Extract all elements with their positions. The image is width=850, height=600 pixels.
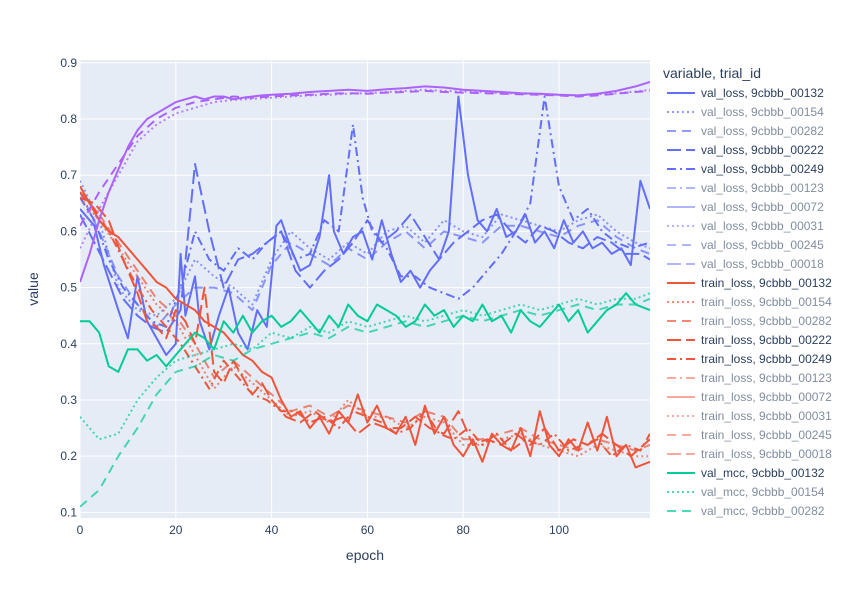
legend-label: val_loss, 9cbbb_00123 xyxy=(701,181,824,195)
y-tick-label: 0.9 xyxy=(60,56,77,70)
series-layer xyxy=(80,80,650,508)
x-axis-ticks: 0 20 40 60 80 100 xyxy=(77,523,570,537)
y-tick-label: 0.6 xyxy=(60,224,77,238)
y-tick-label: 0.5 xyxy=(60,281,77,295)
y-tick-label: 0.8 xyxy=(60,112,77,126)
legend-item[interactable]: val_mcc, 9cbbb_00132 xyxy=(667,466,825,480)
legend-label: train_loss, 9cbbb_00031 xyxy=(701,409,832,423)
legend-item[interactable]: val_mcc, 9cbbb_00282 xyxy=(667,504,825,518)
series-line-val-loss-9cbbb-00249 xyxy=(80,95,650,328)
legend-item[interactable]: val_loss, 9cbbb_00245 xyxy=(667,238,824,252)
legend-item[interactable]: train_loss, 9cbbb_00245 xyxy=(667,428,832,442)
legend-item[interactable]: train_loss, 9cbbb_00154 xyxy=(667,295,832,309)
series-line-train-loss-9cbbb-00282 xyxy=(80,191,650,452)
legend-item[interactable]: val_loss, 9cbbb_00154 xyxy=(667,105,824,119)
legend-label: val_loss, 9cbbb_00249 xyxy=(701,162,824,176)
series-line-val-loss-9cbbb-00222 xyxy=(80,163,650,334)
legend-label: val_loss, 9cbbb_00132 xyxy=(701,86,824,100)
series-line-val-acc-extra-a xyxy=(80,80,650,283)
x-tick-label: 40 xyxy=(265,523,279,537)
legend-item[interactable]: train_loss, 9cbbb_00123 xyxy=(667,371,832,385)
series-line-train-loss-9cbbb-00132 xyxy=(80,185,650,469)
series-line-val-loss-9cbbb-00154 xyxy=(80,180,650,317)
legend-item[interactable]: train_loss, 9cbbb_00072 xyxy=(667,390,832,404)
legend-item[interactable]: val_loss, 9cbbb_00132 xyxy=(667,86,824,100)
legend-label: train_loss, 9cbbb_00123 xyxy=(701,371,832,385)
x-tick-label: 20 xyxy=(169,523,183,537)
y-tick-label: 0.7 xyxy=(60,168,77,182)
legend-label: val_mcc, 9cbbb_00132 xyxy=(701,466,825,480)
legend-label: train_loss, 9cbbb_00245 xyxy=(701,428,832,442)
legend: variable, trial_id val_loss, 9cbbb_00132… xyxy=(663,65,832,518)
legend-item[interactable]: train_loss, 9cbbb_00222 xyxy=(667,333,832,347)
legend-label: train_loss, 9cbbb_00018 xyxy=(701,447,832,461)
legend-label: val_mcc, 9cbbb_00282 xyxy=(701,504,825,518)
y-tick-label: 0.3 xyxy=(60,393,77,407)
legend-item[interactable]: val_loss, 9cbbb_00018 xyxy=(667,257,824,271)
legend-item[interactable]: val_loss, 9cbbb_00249 xyxy=(667,162,824,176)
legend-label: val_loss, 9cbbb_00245 xyxy=(701,238,824,252)
legend-label: val_loss, 9cbbb_00072 xyxy=(701,200,824,214)
series-line-train-loss-9cbbb-00249 xyxy=(80,191,650,458)
y-axis-ticks: 0.1 0.2 0.3 0.4 0.5 0.6 0.7 0.8 0.9 xyxy=(60,56,77,520)
legend-label: val_loss, 9cbbb_00222 xyxy=(701,143,824,157)
legend-items: val_loss, 9cbbb_00132 val_loss, 9cbbb_001… xyxy=(667,86,832,518)
legend-item[interactable]: val_loss, 9cbbb_00282 xyxy=(667,124,824,138)
legend-item[interactable]: val_loss, 9cbbb_00222 xyxy=(667,143,824,157)
x-tick-label: 100 xyxy=(549,523,569,537)
series-line-val-mcc-9cbbb-00282 xyxy=(80,297,650,508)
legend-label: train_loss, 9cbbb_00282 xyxy=(701,314,832,328)
legend-item[interactable]: val_loss, 9cbbb_00031 xyxy=(667,219,824,233)
x-axis-title: epoch xyxy=(346,547,384,563)
legend-item[interactable]: train_loss, 9cbbb_00249 xyxy=(667,352,832,366)
y-tick-label: 0.4 xyxy=(60,337,77,351)
legend-item[interactable]: val_loss, 9cbbb_00072 xyxy=(667,200,824,214)
series-line-train-loss-9cbbb-00222 xyxy=(80,196,650,458)
legend-label: val_loss, 9cbbb_00018 xyxy=(701,257,824,271)
series-line-val-mcc-9cbbb-00132 xyxy=(80,292,650,373)
legend-label: train_loss, 9cbbb_00154 xyxy=(701,295,832,309)
legend-item[interactable]: val_loss, 9cbbb_00123 xyxy=(667,181,824,195)
legend-title: variable, trial_id xyxy=(663,65,761,81)
legend-item[interactable]: val_mcc, 9cbbb_00154 xyxy=(667,485,825,499)
legend-label: val_loss, 9cbbb_00154 xyxy=(701,105,824,119)
legend-label: val_loss, 9cbbb_00031 xyxy=(701,219,824,233)
legend-item[interactable]: train_loss, 9cbbb_00031 xyxy=(667,409,832,423)
x-tick-label: 80 xyxy=(457,523,471,537)
legend-label: val_mcc, 9cbbb_00154 xyxy=(701,485,825,499)
legend-item[interactable]: train_loss, 9cbbb_00018 xyxy=(667,447,832,461)
plot-background xyxy=(80,60,650,518)
legend-item[interactable]: train_loss, 9cbbb_00132 xyxy=(667,276,832,290)
legend-label: val_loss, 9cbbb_00282 xyxy=(701,124,824,138)
legend-label: train_loss, 9cbbb_00072 xyxy=(701,390,832,404)
series-line-val-loss-9cbbb-00282 xyxy=(80,191,650,328)
legend-label: train_loss, 9cbbb_00249 xyxy=(701,352,832,366)
legend-label: train_loss, 9cbbb_00132 xyxy=(701,276,832,290)
y-tick-label: 0.2 xyxy=(60,449,77,463)
legend-item[interactable]: train_loss, 9cbbb_00282 xyxy=(667,314,832,328)
grid xyxy=(79,60,650,518)
x-tick-label: 0 xyxy=(77,523,84,537)
series-line-val-acc-extra-b xyxy=(80,89,650,227)
y-tick-label: 0.1 xyxy=(60,505,77,519)
legend-label: train_loss, 9cbbb_00222 xyxy=(701,333,832,347)
x-tick-label: 60 xyxy=(361,523,375,537)
y-axis-title: value xyxy=(25,272,41,306)
